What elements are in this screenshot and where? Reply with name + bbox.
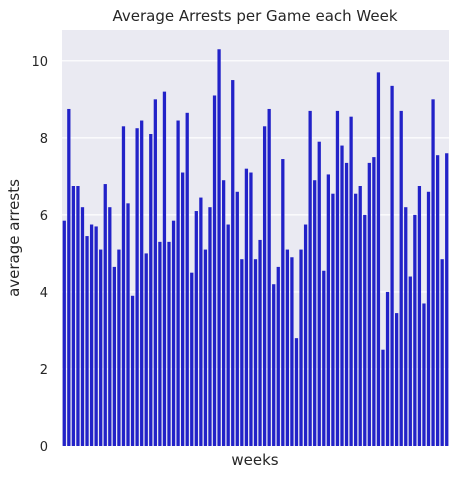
bar bbox=[326, 174, 330, 446]
bar bbox=[308, 110, 312, 446]
y-tick-label: 4 bbox=[40, 286, 48, 301]
bar bbox=[322, 270, 326, 446]
bar bbox=[244, 168, 249, 447]
bar bbox=[158, 241, 162, 446]
bar bbox=[190, 272, 194, 446]
bar bbox=[235, 191, 239, 446]
bar bbox=[363, 214, 367, 446]
bar bbox=[426, 191, 431, 446]
bar bbox=[226, 224, 230, 446]
bar bbox=[85, 236, 89, 446]
bar bbox=[135, 128, 139, 446]
bars bbox=[62, 49, 449, 447]
bar bbox=[162, 91, 167, 446]
y-axis-title: average arrests bbox=[5, 179, 23, 297]
y-tick-label: 2 bbox=[40, 363, 48, 378]
bar bbox=[445, 153, 449, 446]
bar bbox=[181, 172, 185, 446]
bar bbox=[313, 180, 317, 446]
bar bbox=[108, 207, 112, 446]
bar bbox=[417, 186, 422, 446]
bar bbox=[303, 224, 308, 446]
bar bbox=[435, 155, 440, 446]
bar bbox=[253, 259, 258, 446]
bar bbox=[199, 197, 203, 446]
bar bbox=[413, 214, 417, 446]
bar bbox=[276, 266, 280, 446]
bar bbox=[294, 338, 299, 446]
bar bbox=[171, 220, 176, 446]
y-tick-label: 0 bbox=[40, 440, 48, 455]
bar bbox=[203, 249, 208, 446]
bar bbox=[126, 203, 130, 446]
bar bbox=[262, 126, 267, 447]
bar bbox=[290, 257, 294, 446]
bar bbox=[340, 145, 344, 446]
bar bbox=[185, 112, 189, 446]
bar bbox=[440, 259, 444, 446]
bar bbox=[144, 253, 148, 446]
bar bbox=[71, 186, 76, 446]
bar bbox=[335, 110, 340, 446]
bar bbox=[385, 291, 390, 446]
bar bbox=[404, 207, 408, 446]
bar bbox=[344, 162, 349, 446]
bar bbox=[354, 193, 358, 446]
bar bbox=[408, 276, 412, 446]
bar bbox=[99, 249, 103, 446]
bar bbox=[130, 295, 135, 446]
y-tick-label: 6 bbox=[40, 209, 48, 224]
bar bbox=[299, 249, 303, 446]
bar bbox=[422, 303, 426, 446]
x-axis-title: weeks bbox=[231, 451, 278, 469]
bar bbox=[399, 110, 403, 446]
chart-title: Average Arrests per Game each Week bbox=[112, 7, 397, 25]
bar bbox=[390, 85, 394, 446]
bar bbox=[89, 224, 94, 446]
bar bbox=[121, 126, 126, 447]
bar bbox=[67, 108, 71, 447]
bar bbox=[76, 186, 80, 446]
bar bbox=[240, 259, 244, 446]
bar bbox=[194, 211, 198, 446]
bar bbox=[212, 95, 217, 446]
bar bbox=[62, 220, 66, 446]
bar bbox=[281, 159, 285, 447]
bar bbox=[208, 207, 212, 446]
bar bbox=[367, 162, 371, 446]
bar bbox=[349, 116, 353, 447]
bar bbox=[153, 99, 157, 446]
y-tick-label: 8 bbox=[40, 132, 48, 147]
bar bbox=[149, 134, 153, 446]
bar bbox=[217, 49, 221, 446]
bar bbox=[117, 249, 121, 446]
bar bbox=[231, 80, 235, 446]
bar bbox=[317, 141, 321, 446]
y-tick-label: 10 bbox=[31, 55, 48, 70]
bar bbox=[285, 249, 290, 446]
bar bbox=[358, 186, 362, 446]
bar bbox=[267, 108, 271, 447]
bar bbox=[112, 266, 116, 446]
bar bbox=[103, 184, 107, 446]
bar bbox=[381, 349, 385, 446]
bar bbox=[272, 284, 276, 446]
bar bbox=[167, 241, 171, 446]
bar bbox=[395, 313, 399, 446]
bar bbox=[372, 157, 376, 447]
y-axis-ticks: 0 2 4 6 8 10 bbox=[31, 55, 48, 455]
bar bbox=[140, 120, 144, 447]
bar bbox=[80, 207, 85, 446]
bar bbox=[258, 239, 262, 446]
bar bbox=[221, 180, 226, 446]
bar bbox=[94, 226, 98, 446]
bar bbox=[431, 99, 435, 446]
bar bbox=[176, 120, 180, 447]
bar bbox=[249, 172, 253, 446]
bar bbox=[376, 72, 381, 447]
bar bbox=[331, 193, 335, 446]
